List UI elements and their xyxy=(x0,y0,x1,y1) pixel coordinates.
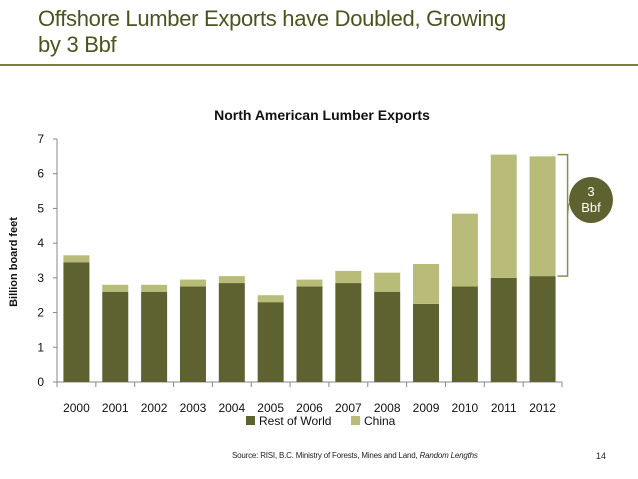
slide-title: Offshore Lumber Exports have Doubled, Gr… xyxy=(38,6,598,58)
bar-china-2009 xyxy=(413,263,440,304)
x-tick-label-2005: 2005 xyxy=(257,401,284,415)
growth-bracket xyxy=(557,153,569,277)
x-tick-label-2009: 2009 xyxy=(413,401,440,415)
title-divider xyxy=(0,64,638,66)
y-tick-label: 7 xyxy=(37,132,44,146)
callout-unit: Bbf xyxy=(581,200,601,215)
bar-china-2004 xyxy=(218,276,245,284)
x-tick-label-2006: 2006 xyxy=(296,401,323,415)
bar-rest-of-world-2006 xyxy=(296,286,323,382)
bar-china-2006 xyxy=(296,279,323,287)
source-text: Source: RISI, B.C. Ministry of Forests, … xyxy=(232,451,418,460)
bar-china-2000 xyxy=(63,255,90,263)
source-italic-text: Random Lengths xyxy=(419,451,478,460)
page-number: 14 xyxy=(596,451,607,461)
bar-rest-of-world-2000 xyxy=(63,262,90,382)
bar-rest-of-world-2012 xyxy=(529,276,556,382)
bar-china-2010 xyxy=(451,213,478,287)
x-tick-label-2007: 2007 xyxy=(335,401,362,415)
bar-china-2001 xyxy=(102,284,129,292)
x-tick-label-2000: 2000 xyxy=(63,401,90,415)
legend-swatch-china xyxy=(351,416,360,425)
y-tick-label: 5 xyxy=(37,201,44,215)
bar-china-2008 xyxy=(374,272,401,292)
bar-china-2012 xyxy=(529,156,556,277)
bar-china-2007 xyxy=(335,270,362,284)
bar-rest-of-world-2001 xyxy=(102,291,129,382)
chart-title: North American Lumber Exports xyxy=(214,107,430,123)
y-tick-label: 6 xyxy=(37,167,44,181)
x-tick-label-2002: 2002 xyxy=(141,401,168,415)
bar-rest-of-world-2004 xyxy=(218,283,245,382)
legend-swatch-rest-of-world xyxy=(246,416,255,425)
y-axis-label: Billion board feet xyxy=(8,217,20,307)
bar-rest-of-world-2009 xyxy=(413,303,440,382)
slide-title-line-1: Offshore Lumber Exports have Doubled, Gr… xyxy=(38,6,506,31)
bar-china-2003 xyxy=(179,279,206,287)
bar-rest-of-world-2008 xyxy=(374,291,401,382)
bar-rest-of-world-2005 xyxy=(257,302,284,382)
x-tick-label-2003: 2003 xyxy=(180,401,207,415)
slide-title-line-2: by 3 Bbf xyxy=(38,32,117,57)
bar-rest-of-world-2002 xyxy=(141,291,168,382)
x-tick-label-2004: 2004 xyxy=(218,401,245,415)
y-tick-label: 2 xyxy=(37,306,44,320)
bar-rest-of-world-2010 xyxy=(451,286,478,382)
y-tick-label: 0 xyxy=(37,375,44,389)
x-tick-label-2008: 2008 xyxy=(374,401,401,415)
x-tick-label-2012: 2012 xyxy=(529,401,556,415)
growth-bracket-connector xyxy=(567,203,570,216)
bar-china-2011 xyxy=(490,154,517,278)
bar-rest-of-world-2011 xyxy=(490,277,517,382)
legend-label-china: China xyxy=(364,414,396,428)
y-tick-label: 4 xyxy=(37,236,44,250)
callout-value: 3 xyxy=(587,184,595,199)
source-note: Source: RISI, B.C. Ministry of Forests, … xyxy=(232,451,478,460)
y-tick-label: 3 xyxy=(37,271,44,285)
x-tick-label-2010: 2010 xyxy=(452,401,479,415)
legend-label-rest-of-world: Rest of World xyxy=(259,414,331,428)
callout-badge: 3 Bbf xyxy=(569,177,613,223)
bar-rest-of-world-2003 xyxy=(179,286,206,382)
bar-rest-of-world-2007 xyxy=(335,283,362,382)
x-tick-label-2001: 2001 xyxy=(102,401,129,415)
bar-china-2005 xyxy=(257,295,284,303)
y-tick-label: 1 xyxy=(37,340,44,354)
x-tick-label-2011: 2011 xyxy=(491,401,517,415)
bar-china-2002 xyxy=(141,284,168,292)
